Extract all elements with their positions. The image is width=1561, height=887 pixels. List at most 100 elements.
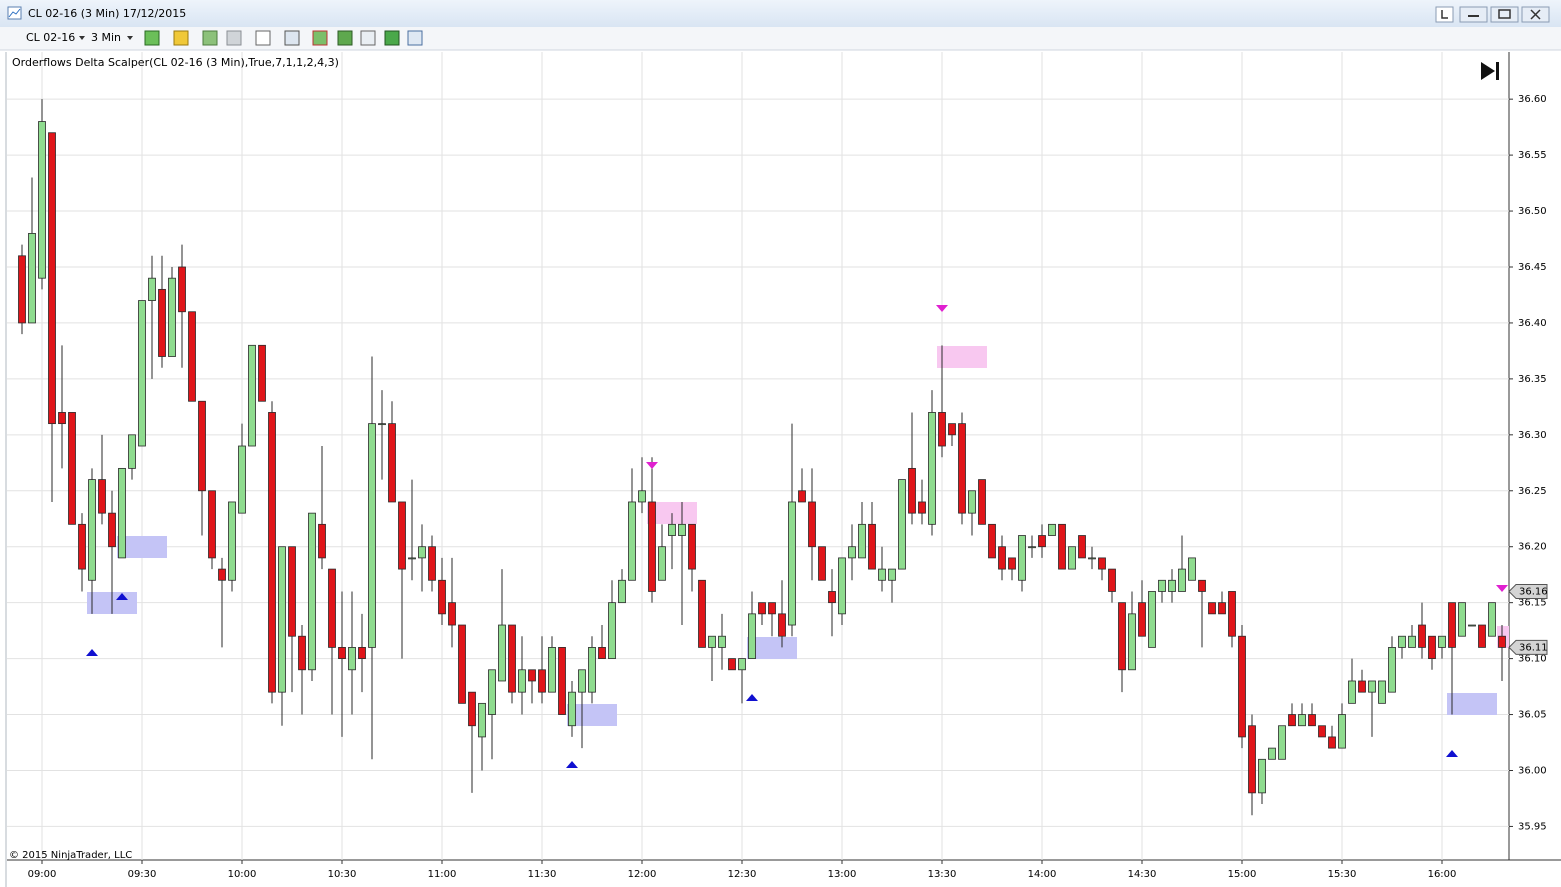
signal-arrows	[86, 305, 1508, 768]
candle-body	[968, 490, 976, 514]
candle-body	[218, 568, 226, 581]
sell-arrow	[1496, 585, 1508, 592]
candle-body	[328, 568, 336, 648]
candle-body	[58, 412, 66, 425]
candle-body	[1438, 635, 1446, 648]
candle-body	[1338, 714, 1346, 749]
candle-body	[618, 579, 626, 604]
candle-body	[448, 602, 456, 626]
candle-body	[658, 546, 666, 581]
y-tick-label: 36.40	[1518, 318, 1547, 329]
candle-body	[868, 523, 876, 570]
candle-body	[458, 624, 466, 704]
candle-body	[758, 602, 766, 615]
candle-body	[1458, 602, 1466, 637]
price-marker-tag	[1508, 639, 1548, 655]
candle-body	[28, 233, 36, 324]
candle-body	[528, 669, 536, 682]
candle-body	[1028, 546, 1036, 549]
candle-body	[138, 300, 146, 447]
candle-body	[608, 602, 616, 660]
end-bar-glyph	[1496, 62, 1499, 80]
candle-body	[168, 277, 176, 357]
candle-body	[348, 647, 356, 671]
strategies-button[interactable]	[360, 30, 376, 46]
window-buttons[interactable]	[1435, 6, 1550, 23]
candle-body	[128, 434, 136, 469]
restore-glyph	[1498, 9, 1511, 19]
candle-body	[48, 132, 56, 425]
candle-body	[1248, 725, 1256, 794]
candle-body	[78, 523, 86, 570]
candle-body	[318, 523, 326, 559]
candle-body	[948, 423, 956, 436]
candle-body	[588, 647, 596, 693]
candle-body	[1448, 602, 1456, 648]
x-tick-label: 15:00	[1228, 869, 1257, 880]
draw-button[interactable]	[173, 30, 189, 46]
candle-body	[888, 568, 896, 581]
candle-body	[338, 647, 346, 660]
y-tick-label: 36.30	[1518, 430, 1547, 441]
link-button[interactable]	[1435, 6, 1454, 23]
x-tick-label: 11:00	[428, 869, 457, 880]
candle-body	[238, 445, 246, 514]
zoom-in-button[interactable]	[202, 30, 218, 46]
properties-button[interactable]	[384, 30, 400, 46]
candle-body	[178, 266, 186, 313]
indicators-button[interactable]	[337, 30, 353, 46]
data-box-button[interactable]	[407, 30, 423, 46]
candle-body	[288, 546, 296, 637]
y-tick-label: 36.15	[1518, 598, 1547, 609]
candle-body	[848, 546, 856, 559]
restore-button[interactable]	[1490, 6, 1519, 23]
candle-body	[708, 635, 716, 648]
buy-arrow	[86, 649, 98, 656]
zoom-button[interactable]	[284, 30, 300, 46]
candle-body	[68, 412, 76, 525]
candle-body	[778, 613, 786, 637]
candle-body	[1188, 557, 1196, 581]
interval-selector[interactable]: 3 Min	[91, 31, 121, 44]
candles	[18, 99, 1506, 816]
candle-body	[228, 501, 236, 581]
y-tick-label: 36.60	[1518, 94, 1547, 105]
candle-body	[738, 658, 746, 671]
title-bar	[0, 0, 1561, 27]
candle-body	[1198, 579, 1206, 592]
sell-zone	[647, 502, 697, 524]
candle-body	[678, 523, 686, 536]
buy-arrow	[1446, 750, 1458, 757]
candle-body	[1148, 591, 1156, 648]
y-tick-label: 36.45	[1518, 262, 1547, 273]
sell-arrow	[936, 305, 948, 312]
candle-body	[1348, 680, 1356, 704]
orders-button[interactable]	[312, 30, 328, 46]
candle-body	[248, 344, 256, 447]
instrument-selector[interactable]: CL 02-16	[26, 31, 75, 44]
candle-body	[408, 557, 416, 560]
candle-body	[398, 501, 406, 570]
scroll-to-end-button[interactable]	[1481, 62, 1499, 80]
candle-body	[1378, 680, 1386, 704]
candle-body	[1278, 725, 1286, 760]
indicator-label: Orderflows Delta Scalper(CL 02-16 (3 Min…	[12, 56, 339, 69]
y-tick-label: 35.95	[1518, 821, 1547, 832]
candle-body	[478, 702, 486, 738]
x-tick-label: 11:30	[528, 869, 557, 880]
candle-body	[1488, 602, 1496, 637]
cursor-button[interactable]	[255, 30, 271, 46]
candle-body	[1428, 635, 1436, 660]
zoom-out-button[interactable]	[226, 30, 242, 46]
bar-type-button[interactable]	[144, 30, 160, 46]
candle-body	[768, 602, 776, 615]
candle-body	[508, 624, 516, 693]
minimize-button[interactable]	[1459, 6, 1488, 23]
candle-body	[38, 121, 46, 279]
x-tick-label: 12:30	[728, 869, 757, 880]
candle-body	[1088, 557, 1096, 560]
buy-arrow	[746, 694, 758, 701]
candle-body	[158, 288, 166, 357]
candle-body	[278, 546, 286, 693]
candle-body	[1478, 624, 1486, 648]
